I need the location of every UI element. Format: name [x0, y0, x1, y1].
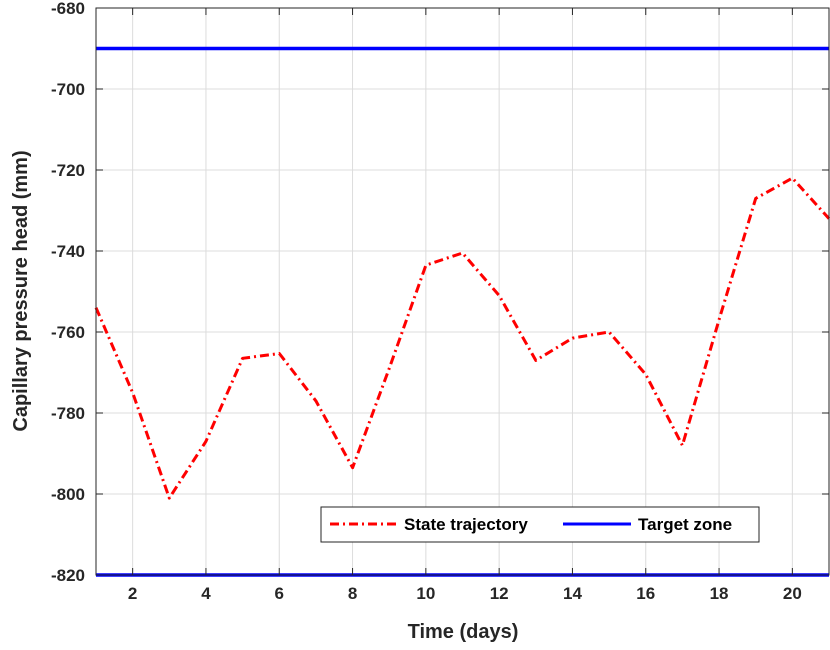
- y-tick-label: -740: [51, 242, 85, 261]
- series-line-state-trajectory: [94, 176, 830, 500]
- y-axis-title: Capillary pressure head (mm): [10, 150, 32, 431]
- x-tick-label: 18: [710, 584, 729, 603]
- x-tick-label: 2: [128, 584, 137, 603]
- axes: [95, 7, 830, 576]
- legend-label-target-zone: Target zone: [638, 515, 732, 534]
- y-tick-label: -820: [51, 566, 85, 585]
- legend: State trajectory Target zone: [320, 506, 760, 543]
- x-tick-label: 8: [348, 584, 357, 603]
- x-tick-label: 12: [490, 584, 509, 603]
- axes-box: [95, 7, 830, 576]
- x-tick-label: 6: [275, 584, 284, 603]
- x-tick-labels: 2 4 6 8 10 12 14 16 18 20: [128, 584, 802, 603]
- y-tick-label: -780: [51, 404, 85, 423]
- y-tick-label: -680: [51, 0, 85, 18]
- x-tick-label: 10: [416, 584, 435, 603]
- series-lines: [94, 176, 830, 500]
- x-tick-label: 14: [563, 584, 582, 603]
- y-tick-label: -800: [51, 485, 85, 504]
- grid: [96, 7, 829, 576]
- y-tick-label: -760: [51, 323, 85, 342]
- y-tick-labels: -820 -800 -780 -760 -740 -720 -700 -680: [51, 0, 85, 585]
- y-tick-label: -700: [51, 80, 85, 99]
- legend-label-state-trajectory: State trajectory: [404, 515, 528, 534]
- y-tick-label: -720: [51, 161, 85, 180]
- x-axis-title: Time (days): [408, 621, 519, 643]
- x-tick-label: 20: [783, 584, 802, 603]
- x-tick-label: 4: [201, 584, 211, 603]
- x-tick-label: 16: [636, 584, 655, 603]
